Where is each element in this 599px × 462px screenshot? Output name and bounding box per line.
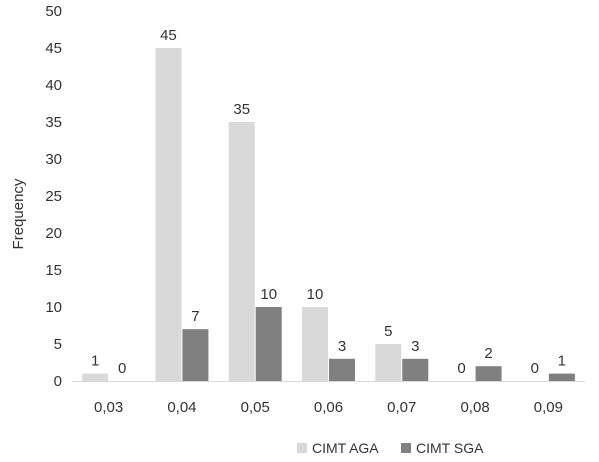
y-tick-label: 35 (45, 114, 62, 131)
data-label: 3 (338, 338, 346, 355)
legend: CIMT AGA CIMT SGA (297, 440, 484, 456)
data-label: 7 (191, 308, 199, 325)
legend-swatch (401, 443, 411, 453)
x-tick-label: 0,09 (534, 399, 563, 416)
y-tick-label: 30 (45, 151, 62, 168)
data-label: 1 (558, 353, 566, 370)
data-label: 10 (307, 286, 324, 303)
bar-cimt-aga (228, 122, 255, 381)
bars (82, 48, 575, 381)
y-tick-label: 10 (45, 299, 62, 316)
bar-cimt-sga (329, 358, 355, 381)
data-label: 35 (233, 101, 250, 118)
bar-cimt-aga (82, 373, 109, 381)
y-axis-ticks: 0 5 10 15 20 25 30 35 40 45 50 (45, 3, 62, 390)
x-axis-ticks: 0,03 0,04 0,05 0,06 0,07 0,08 0,09 (94, 399, 563, 416)
data-label: 0 (118, 360, 126, 377)
y-tick-label: 20 (45, 225, 62, 242)
bar-cimt-aga (155, 48, 182, 381)
y-tick-label: 5 (54, 336, 62, 353)
bar-cimt-sga (255, 307, 282, 381)
data-label: 0 (531, 360, 539, 377)
data-label: 2 (484, 345, 492, 362)
x-tick-label: 0,08 (460, 399, 489, 416)
data-label: 45 (160, 27, 177, 44)
y-tick-label: 50 (45, 3, 62, 20)
bar-cimt-aga (375, 344, 402, 381)
bar-cimt-sga (475, 366, 502, 381)
y-tick-label: 40 (45, 77, 62, 94)
bar-cimt-sga (548, 373, 575, 381)
x-tick-label: 0,03 (94, 399, 123, 416)
data-label: 3 (411, 338, 419, 355)
bar-cimt-aga (302, 307, 328, 381)
y-axis-label: Frequency (10, 178, 27, 249)
bar-cimt-sga (182, 329, 209, 381)
data-label: 0 (457, 360, 465, 377)
data-label: 10 (260, 286, 277, 303)
legend-swatch (297, 443, 307, 453)
x-tick-label: 0,07 (387, 399, 416, 416)
y-tick-label: 0 (54, 373, 62, 390)
y-tick-label: 25 (45, 188, 62, 205)
legend-label: CIMT AGA (312, 440, 379, 456)
x-tick-label: 0,04 (167, 399, 196, 416)
data-label: 1 (91, 353, 99, 370)
data-label: 5 (384, 323, 392, 340)
x-tick-label: 0,05 (241, 399, 270, 416)
legend-label: CIMT SGA (416, 440, 484, 456)
x-tick-label: 0,06 (314, 399, 343, 416)
bar-cimt-sga (402, 358, 429, 381)
y-tick-label: 15 (45, 262, 62, 279)
y-tick-label: 45 (45, 40, 62, 57)
